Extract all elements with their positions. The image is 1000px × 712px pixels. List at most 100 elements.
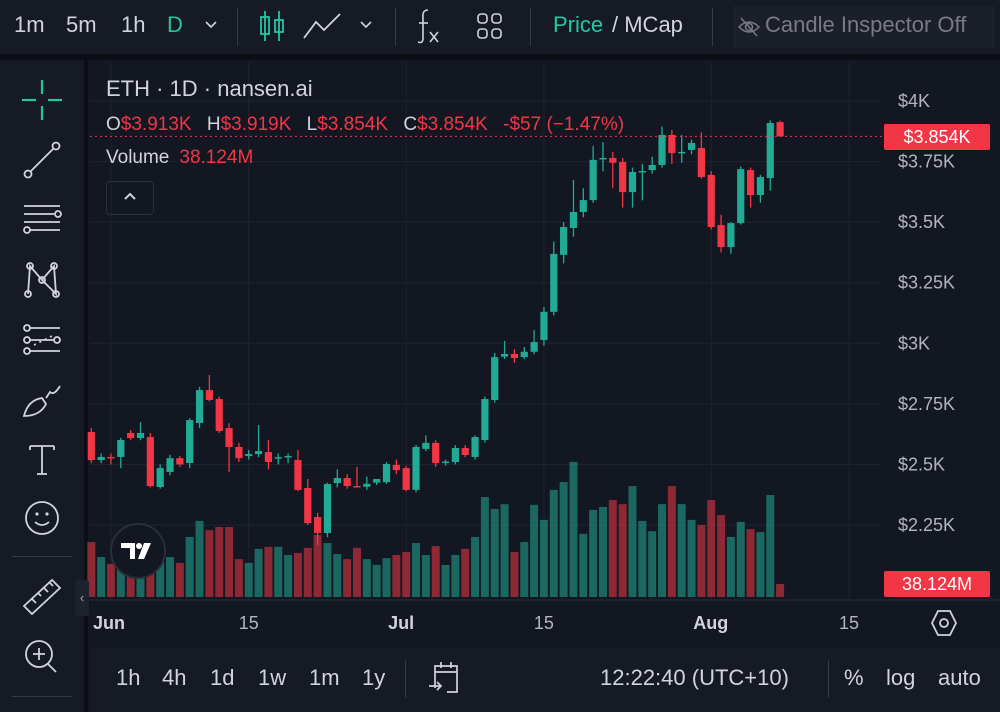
- clock-time[interactable]: 12:22:40 (UTC+10): [600, 665, 789, 690]
- emoji-icon[interactable]: [18, 494, 66, 542]
- range-1h[interactable]: 1h: [116, 665, 141, 690]
- volume-bar: [520, 542, 529, 597]
- interval-d[interactable]: D: [167, 12, 183, 37]
- legend-collapse-button[interactable]: [106, 181, 154, 215]
- candle-body: [579, 200, 587, 212]
- change-value: -$57 (−1.47%): [503, 114, 625, 135]
- top-toolbar: 1m 5m 1h D Price / MCap Candle Inspector…: [0, 0, 1000, 60]
- range-4h[interactable]: 4h: [162, 665, 187, 690]
- log-scale-toggle[interactable]: log: [886, 665, 916, 690]
- volume-bar: [480, 497, 489, 597]
- volume-bar: [500, 504, 509, 597]
- chevron-down-icon[interactable]: [357, 14, 375, 40]
- candle-body: [776, 122, 784, 137]
- candle-body: [402, 468, 410, 490]
- volume-bar: [530, 504, 539, 597]
- candle-body: [333, 478, 341, 484]
- range-1m[interactable]: 1m: [309, 665, 340, 690]
- function-fx-icon[interactable]: [414, 6, 444, 52]
- volume-bar: [608, 500, 617, 597]
- interval-5m[interactable]: 5m: [66, 12, 97, 37]
- candle-body: [382, 463, 391, 483]
- interval-1m[interactable]: 1m: [14, 12, 45, 37]
- candle-body: [481, 399, 489, 440]
- volume-bar: [736, 521, 745, 597]
- candle-body: [304, 487, 312, 524]
- candle-body: [619, 162, 627, 193]
- volume-bar: [717, 515, 726, 597]
- candle-body: [225, 428, 233, 448]
- volume-bar: [726, 536, 735, 597]
- horizontal-lines-icon[interactable]: [18, 196, 66, 244]
- line-chart-icon[interactable]: [302, 10, 342, 48]
- go-to-date-icon[interactable]: [427, 660, 461, 696]
- range-1d[interactable]: 1d: [210, 665, 235, 690]
- candle-body: [491, 357, 499, 400]
- fib-retracement-icon[interactable]: [18, 316, 66, 364]
- candle-body: [746, 170, 755, 196]
- zoom-in-icon[interactable]: [18, 632, 66, 680]
- volume-label: Volume: [106, 147, 170, 168]
- mcap-toggle[interactable]: / MCap: [612, 12, 683, 37]
- volume-bar: [136, 575, 145, 597]
- candle-body: [766, 123, 774, 179]
- candle-body: [628, 171, 637, 193]
- settings-icon[interactable]: [930, 608, 958, 638]
- trend-line-icon[interactable]: [18, 136, 66, 184]
- candle-inspector-toggle[interactable]: Candle Inspector Off: [733, 6, 995, 48]
- volume-bar: [707, 500, 716, 597]
- candle-body: [697, 148, 705, 178]
- layout-grid-icon[interactable]: [476, 12, 504, 48]
- candle-body: [520, 351, 528, 358]
- text-tool-icon[interactable]: [18, 436, 66, 484]
- brush-icon[interactable]: [18, 376, 66, 424]
- candle-inspector-label: Candle Inspector Off: [765, 12, 967, 37]
- volume-bar: [402, 551, 411, 597]
- candle-body: [136, 432, 145, 439]
- price-axis-label: $2.75K: [898, 394, 955, 414]
- last-price-tag: $3.854K: [884, 124, 990, 150]
- candle-body: [609, 157, 617, 163]
- volume-bar: [175, 562, 184, 597]
- range-1w[interactable]: 1w: [258, 665, 287, 690]
- volume-bar: [205, 530, 214, 597]
- pattern-icon[interactable]: [18, 256, 66, 304]
- percent-scale-toggle[interactable]: %: [844, 665, 864, 690]
- volume-bar: [598, 506, 607, 597]
- candle-body: [540, 311, 548, 340]
- price-axis-label: $4K: [898, 91, 930, 111]
- candle-body: [127, 432, 135, 439]
- candle-body: [589, 159, 597, 201]
- divider: [237, 8, 238, 46]
- chevron-down-icon[interactable]: [202, 14, 220, 40]
- auto-scale-toggle[interactable]: auto: [938, 665, 981, 690]
- candle-body: [323, 484, 332, 534]
- volume-bar: [628, 486, 637, 597]
- time-axis-label: 15: [239, 613, 259, 633]
- candle-body: [353, 486, 361, 488]
- candlestick-icon[interactable]: [258, 8, 286, 50]
- volume-bar: [87, 542, 96, 597]
- crosshair-icon[interactable]: [18, 76, 66, 124]
- ruler-icon[interactable]: [18, 572, 66, 620]
- drawing-toolbar: [0, 60, 88, 712]
- volume-bar: [254, 548, 263, 597]
- tradingview-logo[interactable]: [110, 523, 166, 579]
- candle-body: [756, 177, 765, 196]
- range-1y[interactable]: 1y: [362, 665, 386, 690]
- interval-1h[interactable]: 1h: [121, 12, 146, 37]
- open-value: $3.913K: [120, 114, 192, 135]
- volume-bar: [234, 559, 243, 597]
- candle-body: [638, 171, 646, 173]
- price-toggle[interactable]: Price: [553, 12, 604, 37]
- candle-body: [461, 447, 469, 456]
- candle-body: [392, 464, 400, 471]
- candle-body: [97, 456, 105, 461]
- volume-bar: [382, 558, 391, 597]
- toolbar-collapse-button[interactable]: ‹: [75, 580, 89, 616]
- divider: [530, 8, 531, 46]
- high-value: $3.919K: [220, 114, 292, 135]
- volume-bar: [756, 532, 765, 597]
- candle-body: [363, 483, 371, 487]
